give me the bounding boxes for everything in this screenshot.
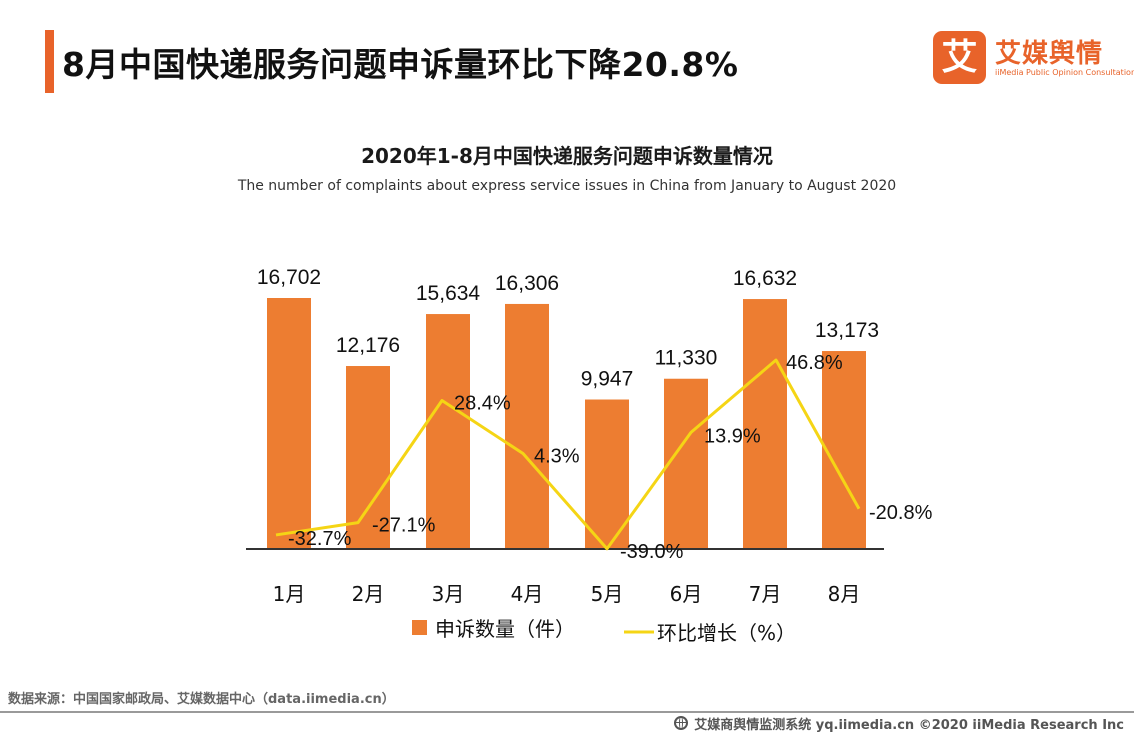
line-value-label-3: 28.4% — [454, 393, 511, 415]
line-value-label-2: -27.1% — [372, 515, 436, 537]
bar-5 — [585, 399, 629, 549]
footer-divider — [0, 711, 1134, 713]
data-source-note: 数据来源：中国国家邮政局、艾媒数据中心（data.iimedia.cn） — [8, 692, 395, 707]
line-value-label-5: -39.0% — [620, 541, 684, 563]
bar-value-label-5: 9,947 — [581, 368, 634, 391]
brand-logo: 艾 艾媒舆情 iiMedia Public Opinion Consultati… — [933, 31, 1134, 87]
logo-mark-glyph: 艾 — [941, 37, 978, 78]
bar-4 — [505, 303, 549, 549]
x-tick-label-6: 6月 — [670, 582, 703, 606]
line-value-label-7: 46.8% — [786, 352, 843, 374]
bar-value-label-4: 16,306 — [495, 272, 559, 295]
logo-name: 艾媒舆情 — [995, 39, 1104, 69]
logo-tagline: iiMedia Public Opinion Consultation — [995, 68, 1134, 77]
bar-2 — [346, 366, 390, 549]
footer-text: 艾媒商舆情监测系统 yq.iimedia.cn ©2020 iiMedia Re… — [694, 717, 1124, 733]
bar-3 — [426, 314, 470, 549]
line-value-label-4: 4.3% — [534, 446, 580, 468]
page-title: 8月中国快递服务问题申诉量环比下降20.8% — [62, 45, 739, 84]
x-tick-label-5: 5月 — [591, 582, 624, 606]
chart-subtitle: The number of complaints about express s… — [237, 178, 897, 194]
bar-value-label-8: 13,173 — [815, 319, 879, 342]
legend-bar-swatch — [412, 620, 427, 635]
x-tick-label-3: 3月 — [432, 582, 465, 606]
x-tick-label-4: 4月 — [511, 582, 544, 606]
globe-icon — [674, 716, 689, 730]
bar-value-label-1: 16,702 — [257, 266, 321, 289]
x-tick-label-1: 1月 — [273, 582, 306, 606]
x-tick-label-8: 8月 — [828, 582, 861, 606]
bar-6 — [664, 378, 708, 549]
bar-value-label-3: 15,634 — [416, 282, 481, 305]
chart-title: 2020年1-8月中国快递服务问题申诉数量情况 — [361, 144, 773, 168]
x-tick-label-7: 7月 — [749, 582, 782, 606]
legend-bar-label: 申诉数量（件） — [435, 617, 575, 641]
bar-7 — [743, 299, 787, 549]
footer: 艾媒商舆情监测系统 yq.iimedia.cn ©2020 iiMedia Re… — [674, 713, 1124, 733]
growth-line — [275, 358, 861, 551]
bar-8 — [822, 351, 866, 549]
logo-mark-icon: 艾 — [933, 31, 986, 84]
bar-value-label-7: 16,632 — [733, 267, 797, 290]
legend-line-label: 环比增长（%） — [657, 621, 796, 645]
bar-1 — [267, 298, 311, 549]
line-value-label-6: 13.9% — [704, 425, 761, 447]
line-value-label-8: -20.8% — [869, 502, 933, 524]
title-accent-bar — [45, 30, 54, 93]
bar-value-label-6: 11,330 — [655, 347, 718, 370]
line-value-label-1: -32.7% — [288, 528, 352, 550]
bar-value-label-2: 12,176 — [336, 334, 400, 357]
x-tick-label-2: 2月 — [352, 582, 385, 606]
